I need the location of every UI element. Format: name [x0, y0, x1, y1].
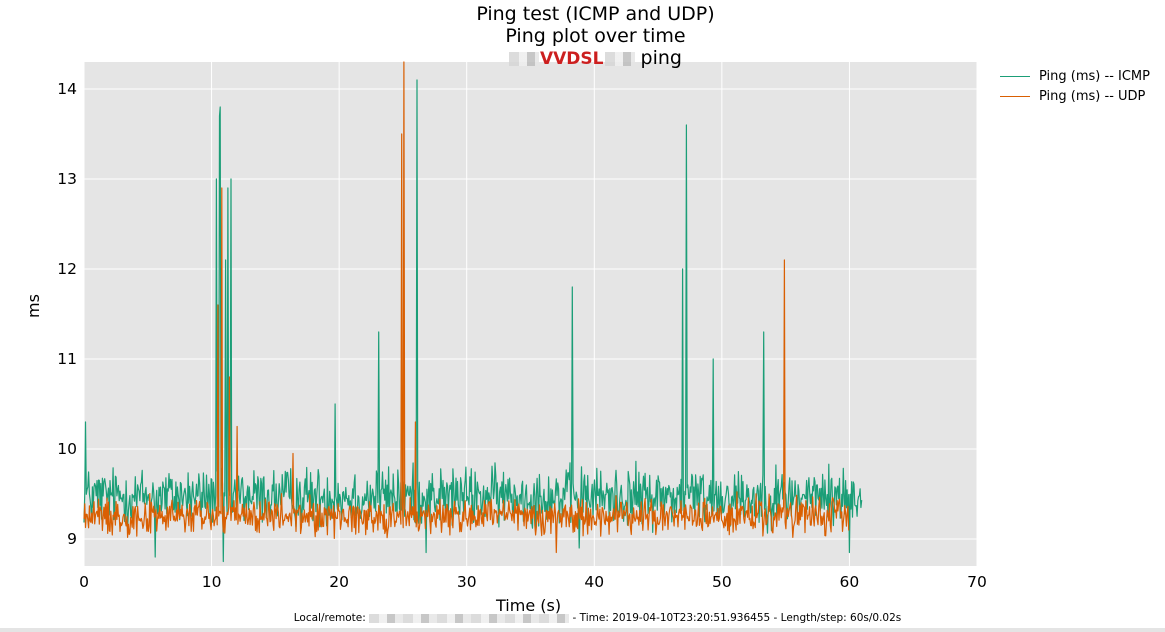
- x-tick-label: 50: [712, 573, 732, 591]
- chart-subtitle-line-2: VVDSL ping: [13, 47, 1165, 70]
- brand-text: VVDSL: [539, 49, 604, 69]
- y-tick-label: 9: [67, 530, 77, 548]
- footer-suffix: - Time: 2019-04-10T23:20:51.936455 - Len…: [572, 612, 902, 624]
- series-line-udp: [83, 61, 850, 554]
- legend-item-icmp: Ping (ms) -- ICMP: [1000, 66, 1150, 86]
- x-tick-label: 0: [79, 573, 89, 591]
- x-tick-label: 30: [457, 573, 477, 591]
- legend-item-udp: Ping (ms) -- UDP: [1000, 86, 1150, 106]
- chart-subtitle: Ping plot over time: [505, 25, 686, 47]
- redacted-text: [508, 51, 539, 66]
- subtitle-suffix: ping: [640, 47, 682, 69]
- redacted-text: [369, 613, 570, 623]
- legend: Ping (ms) -- ICMP Ping (ms) -- UDP: [1000, 66, 1150, 106]
- footer: Local/remote: - Time: 2019-04-10T23:20:5…: [0, 612, 1165, 624]
- legend-swatch-icmp: [1000, 75, 1030, 77]
- legend-label-udp: Ping (ms) -- UDP: [1039, 88, 1146, 104]
- x-tick-label: 20: [329, 573, 349, 591]
- x-tick-label: 60: [840, 573, 860, 591]
- y-axis-label: ms: [24, 294, 43, 318]
- y-tick-label: 12: [57, 260, 77, 278]
- y-tick-label: 11: [57, 350, 77, 368]
- legend-label-icmp: Ping (ms) -- ICMP: [1039, 68, 1150, 84]
- footer-prefix: Local/remote:: [293, 612, 366, 624]
- y-tick-label: 13: [57, 170, 77, 188]
- x-tick-label: 10: [202, 573, 222, 591]
- bottom-strip: [0, 628, 1165, 632]
- x-axis-label: Time (s): [496, 596, 562, 615]
- redacted-text: [604, 51, 635, 66]
- series-line-icmp: [83, 79, 863, 563]
- chart-title: Ping test (ICMP and UDP): [476, 3, 715, 25]
- x-tick-label: 40: [584, 573, 604, 591]
- y-tick-label: 10: [57, 440, 77, 458]
- legend-swatch-udp: [1000, 95, 1030, 97]
- x-tick-label: 70: [967, 573, 987, 591]
- y-tick-label: 14: [57, 80, 77, 98]
